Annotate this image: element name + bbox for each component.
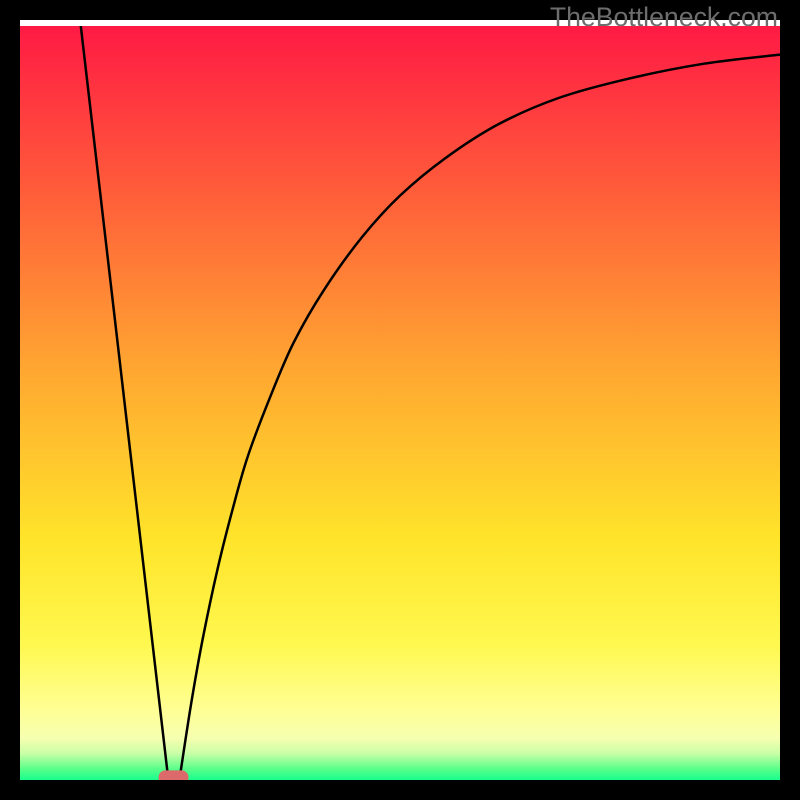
chart-frame: TheBottleneck.com bbox=[0, 0, 800, 800]
plot-area bbox=[20, 26, 780, 780]
gradient-background bbox=[20, 26, 780, 780]
watermark-text: TheBottleneck.com bbox=[550, 2, 778, 33]
